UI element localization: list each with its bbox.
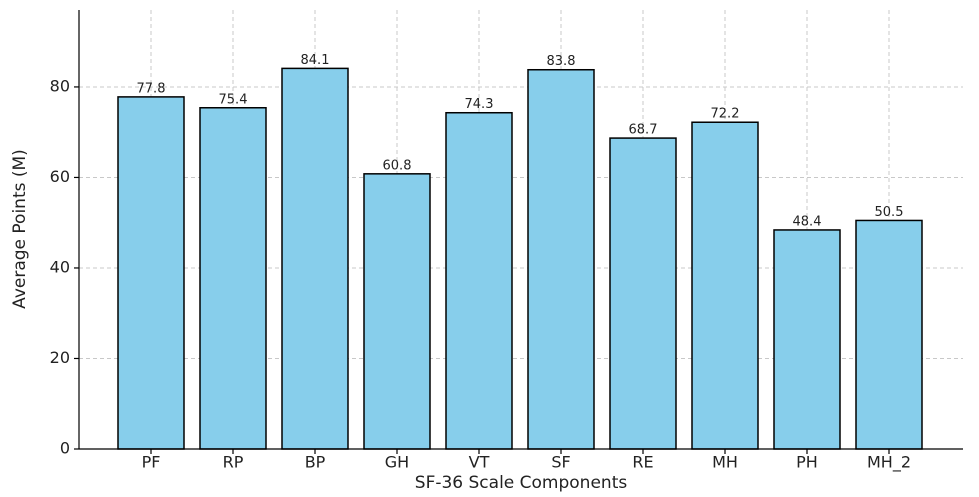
y-tick-label: 20 bbox=[50, 348, 70, 367]
bar bbox=[527, 68, 595, 450]
bar bbox=[199, 107, 267, 450]
bar bbox=[281, 67, 349, 450]
x-tick-label: BP bbox=[305, 453, 326, 472]
value-label: 68.7 bbox=[629, 123, 658, 138]
y-tick-label: 60 bbox=[50, 167, 70, 186]
x-tick-label: MH bbox=[712, 453, 738, 472]
x-tick-label: PH bbox=[796, 453, 818, 472]
value-label: 50.5 bbox=[875, 205, 904, 220]
value-label: 72.2 bbox=[711, 107, 740, 122]
x-tick-label: GH bbox=[385, 453, 409, 472]
bar bbox=[773, 229, 841, 450]
bar bbox=[363, 173, 431, 450]
bar bbox=[691, 121, 759, 450]
y-tick-label: 0 bbox=[60, 439, 70, 458]
value-label: 83.8 bbox=[547, 54, 576, 69]
bar bbox=[117, 96, 185, 450]
y-tick-label: 40 bbox=[50, 257, 70, 276]
bar bbox=[855, 219, 923, 450]
x-tick-label: MH_2 bbox=[867, 453, 911, 473]
value-label: 77.8 bbox=[137, 81, 166, 96]
value-label: 84.1 bbox=[301, 53, 330, 68]
x-axis-label: SF-36 Scale Components bbox=[415, 473, 628, 493]
x-tick-label: RE bbox=[632, 453, 653, 472]
bar bbox=[445, 111, 513, 450]
x-tick-label: VT bbox=[469, 453, 490, 472]
x-tick-label: PF bbox=[142, 453, 161, 472]
y-tick-label: 80 bbox=[50, 76, 70, 95]
x-tick-label: RP bbox=[223, 453, 244, 472]
value-label: 48.4 bbox=[793, 214, 822, 229]
y-axis-label: Average Points (M) bbox=[10, 149, 30, 309]
value-label: 74.3 bbox=[465, 97, 494, 112]
x-tick-label: SF bbox=[551, 453, 570, 472]
bar bbox=[609, 137, 677, 450]
value-label: 60.8 bbox=[383, 158, 412, 173]
value-label: 75.4 bbox=[219, 92, 248, 107]
